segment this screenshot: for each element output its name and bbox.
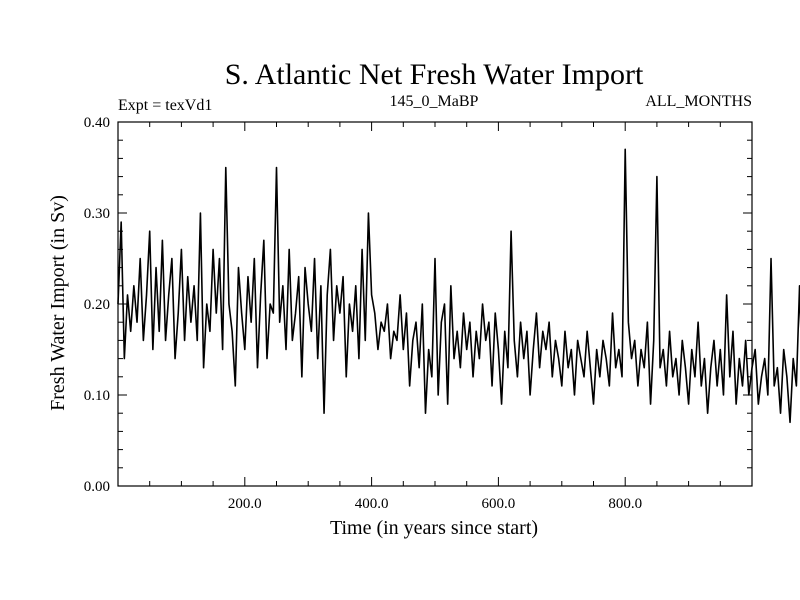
chart-title: S. Atlantic Net Fresh Water Import	[225, 58, 644, 91]
x-tick-label: 200.0	[228, 496, 262, 512]
months-label: ALL_MONTHS	[645, 93, 752, 110]
y-axis-label: Fresh Water Import (in Sv)	[47, 195, 69, 411]
x-tick-label: 600.0	[482, 496, 516, 512]
plot-area: 200.0 400.0 600.0 800.0 0.00 0.10 0.20 0.30 0.40	[84, 115, 800, 512]
y-tick-label: 0.40	[84, 115, 110, 131]
y-tick-label: 0.00	[84, 479, 110, 495]
time-period-label: 145_0_MaBP	[390, 93, 479, 110]
experiment-label: Expt = texVd1	[118, 97, 212, 114]
fresh-water-series-line	[117, 148, 800, 424]
x-tick-label: 400.0	[355, 496, 389, 512]
y-tick-label: 0.10	[84, 388, 110, 404]
x-tick-label: 800.0	[608, 496, 642, 512]
y-tick-label: 0.30	[84, 206, 110, 222]
x-axis-label: Time (in years since start)	[330, 517, 538, 539]
y-tick-label: 0.20	[84, 297, 110, 313]
